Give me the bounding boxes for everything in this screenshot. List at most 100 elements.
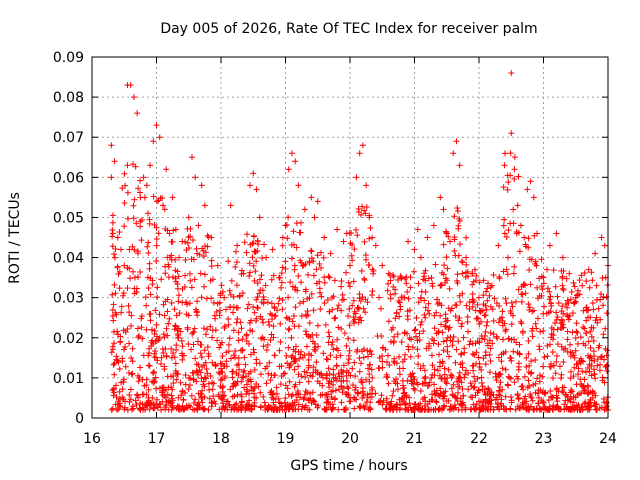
data-point bbox=[369, 374, 376, 381]
x-tick-label: 21 bbox=[406, 431, 424, 447]
data-point bbox=[134, 273, 141, 280]
data-point bbox=[407, 284, 414, 291]
data-point bbox=[316, 285, 323, 292]
data-point bbox=[339, 389, 346, 396]
data-point bbox=[163, 166, 170, 173]
data-point bbox=[251, 248, 258, 255]
data-point bbox=[324, 296, 331, 303]
data-point bbox=[194, 298, 201, 305]
data-point bbox=[201, 374, 208, 381]
data-point bbox=[519, 329, 526, 336]
data-point bbox=[440, 347, 447, 354]
data-point bbox=[111, 158, 118, 165]
data-point bbox=[279, 306, 286, 313]
data-point bbox=[137, 194, 144, 201]
data-point bbox=[297, 229, 304, 236]
data-point bbox=[595, 344, 602, 351]
data-point bbox=[271, 371, 278, 378]
data-point bbox=[108, 349, 115, 356]
data-point bbox=[332, 387, 339, 394]
data-point bbox=[129, 370, 136, 377]
data-point bbox=[327, 250, 334, 257]
data-point bbox=[262, 282, 269, 289]
data-point bbox=[169, 194, 176, 201]
data-point bbox=[366, 235, 373, 242]
data-point bbox=[216, 307, 223, 314]
data-point bbox=[305, 378, 312, 385]
data-point bbox=[563, 275, 570, 282]
data-point bbox=[573, 361, 580, 368]
data-point bbox=[564, 304, 571, 311]
data-point bbox=[392, 315, 399, 322]
data-point bbox=[285, 294, 292, 301]
data-point bbox=[307, 390, 314, 397]
data-point bbox=[109, 219, 116, 226]
data-point bbox=[297, 300, 304, 307]
data-point bbox=[378, 332, 385, 339]
data-point bbox=[559, 285, 566, 292]
data-point bbox=[145, 210, 152, 217]
data-point bbox=[483, 288, 490, 295]
data-point bbox=[525, 301, 532, 308]
data-point bbox=[596, 367, 603, 374]
data-point bbox=[553, 316, 560, 323]
data-point bbox=[227, 202, 234, 209]
data-point bbox=[444, 343, 451, 350]
data-point bbox=[405, 238, 412, 245]
data-point bbox=[499, 308, 506, 315]
data-point bbox=[168, 299, 175, 306]
data-point bbox=[126, 340, 133, 347]
data-point bbox=[368, 292, 375, 299]
data-point bbox=[139, 335, 146, 342]
x-tick-label: 19 bbox=[277, 431, 295, 447]
data-point bbox=[493, 377, 500, 384]
data-point bbox=[350, 278, 357, 285]
data-point bbox=[555, 300, 562, 307]
data-point bbox=[554, 395, 561, 402]
data-point bbox=[236, 366, 243, 373]
data-point bbox=[339, 291, 346, 298]
data-point bbox=[111, 371, 118, 378]
data-point bbox=[278, 270, 285, 277]
data-point bbox=[151, 354, 158, 361]
data-point bbox=[438, 281, 445, 288]
data-point bbox=[311, 214, 318, 221]
data-point bbox=[534, 315, 541, 322]
data-point bbox=[195, 222, 202, 229]
data-point bbox=[279, 297, 286, 304]
data-point bbox=[208, 263, 215, 270]
data-point bbox=[328, 341, 335, 348]
data-point bbox=[417, 321, 424, 328]
data-point bbox=[546, 363, 553, 370]
data-point bbox=[153, 236, 160, 243]
data-point bbox=[161, 312, 168, 319]
data-point bbox=[178, 337, 185, 344]
data-point bbox=[579, 282, 586, 289]
data-point bbox=[278, 284, 285, 291]
data-point bbox=[265, 318, 272, 325]
data-point bbox=[244, 305, 251, 312]
data-point bbox=[567, 341, 574, 348]
data-point bbox=[366, 262, 373, 269]
data-point bbox=[505, 227, 512, 234]
data-point bbox=[308, 248, 315, 255]
x-tick-label: 16 bbox=[83, 431, 101, 447]
data-point bbox=[589, 277, 596, 284]
data-point bbox=[516, 248, 523, 255]
data-point bbox=[431, 325, 438, 332]
data-point bbox=[527, 178, 534, 185]
data-point bbox=[276, 295, 283, 302]
data-point bbox=[310, 258, 317, 265]
data-point bbox=[163, 353, 170, 360]
data-point bbox=[530, 194, 537, 201]
data-point bbox=[110, 251, 117, 258]
data-point bbox=[505, 335, 512, 342]
data-point bbox=[127, 386, 134, 393]
data-point bbox=[235, 337, 242, 344]
data-point bbox=[361, 275, 368, 282]
data-point bbox=[301, 206, 308, 213]
data-point bbox=[303, 343, 310, 350]
data-point bbox=[256, 214, 263, 221]
data-point bbox=[156, 134, 163, 141]
data-point bbox=[225, 321, 232, 328]
